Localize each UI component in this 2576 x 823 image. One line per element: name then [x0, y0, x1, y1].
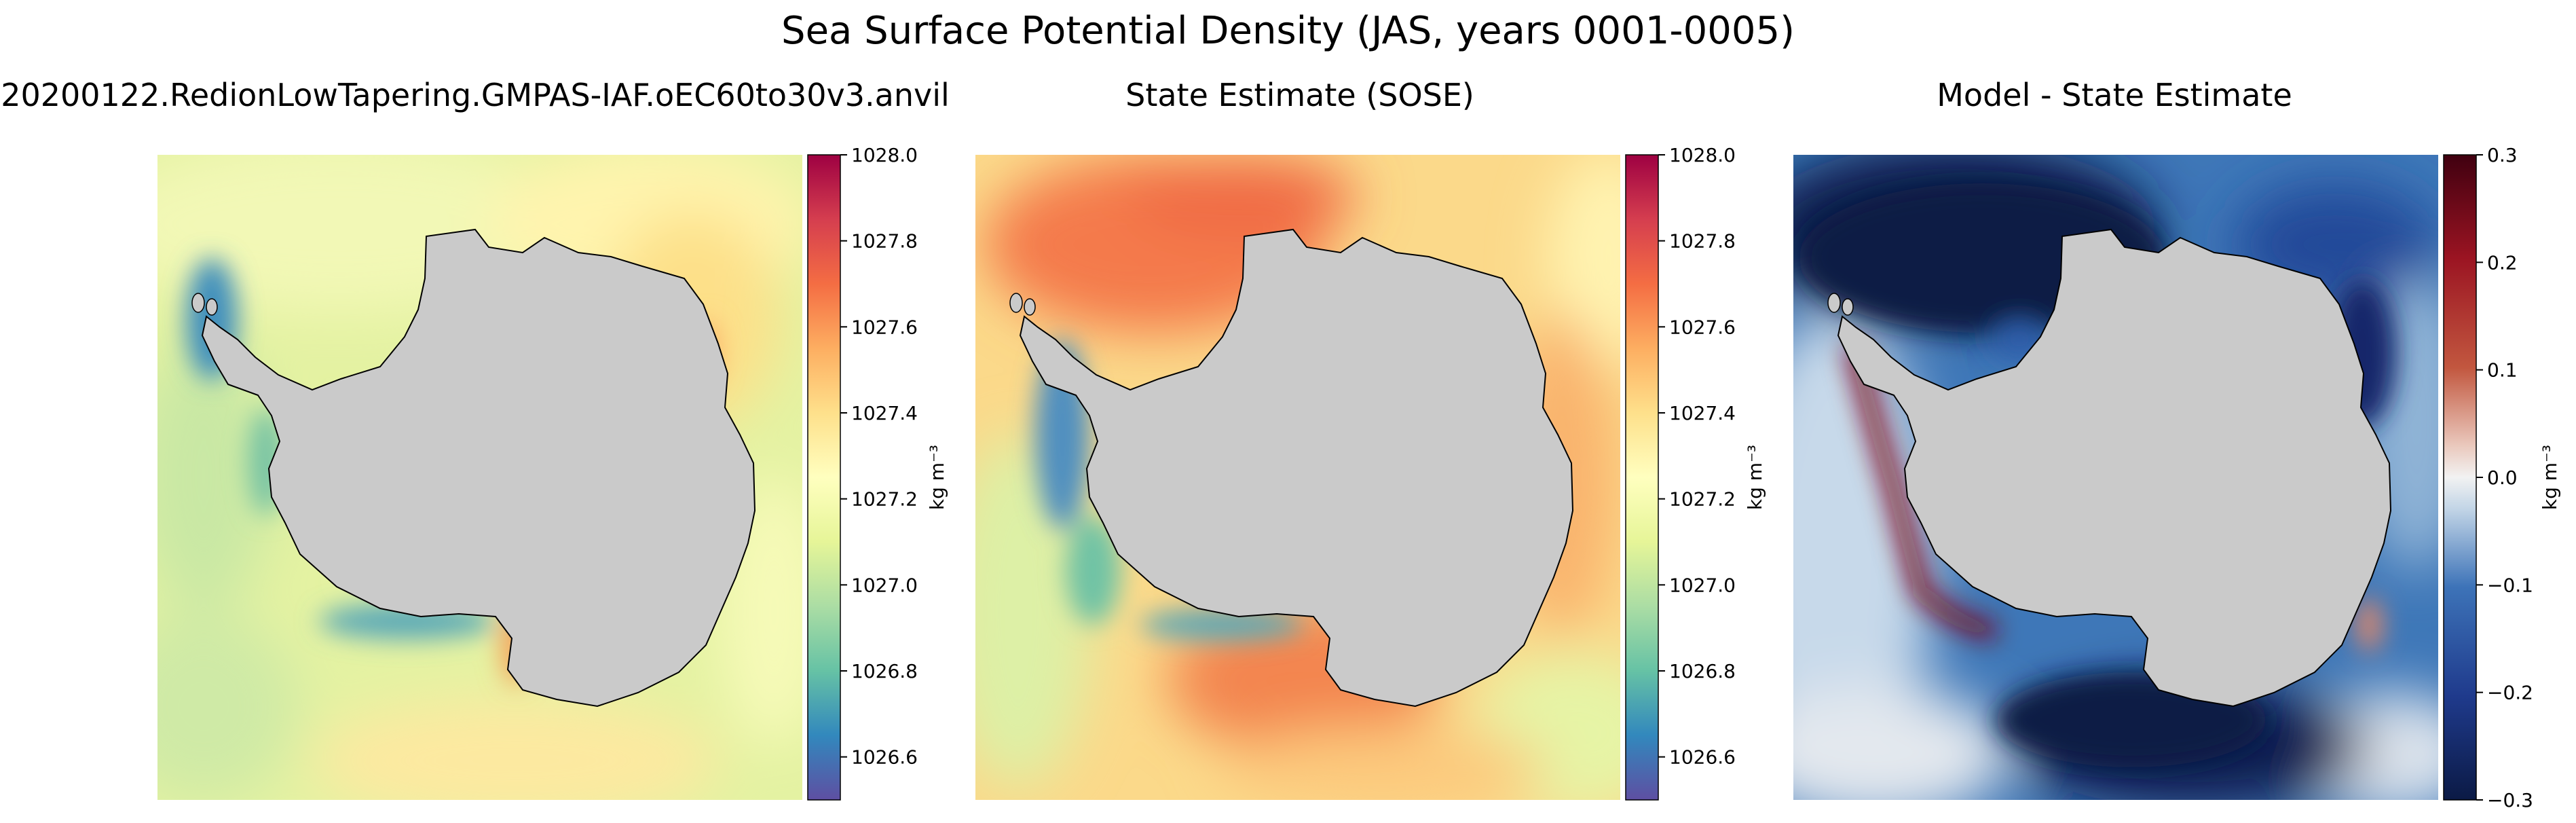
colorbar-tick-label: 1027.0 [851, 574, 918, 596]
colorbar-tick-label: 1027.4 [851, 402, 918, 424]
colorbar-tick-label: 1026.8 [1669, 660, 1736, 682]
colorbar-tick-label: −0.2 [2487, 682, 2533, 704]
map-sose [975, 155, 1620, 800]
figure-title: Sea Surface Potential Density (JAS, year… [781, 9, 1795, 53]
colorbar-tick-label: 1026.6 [851, 746, 918, 769]
colorbar-model: 1026.6 1026.8 1027.0 1027.2 1027.4 1027.6 1027… [807, 144, 948, 801]
colorbar-tick-label: 1026.6 [1669, 746, 1736, 769]
colorbar-tick-label: 0.1 [2487, 359, 2518, 382]
map-difference [1793, 155, 2438, 800]
colorbar-tick-label: 1027.6 [1669, 316, 1736, 338]
colorbar-sose: 1026.6 1026.8 1027.0 1027.2 1027.4 1027.6 1027… [1625, 144, 1766, 801]
colorbar-ticks-sose: 1026.6 1026.8 1027.0 1027.2 1027.4 1027.6 1027… [1658, 144, 1736, 769]
colorbar-ticks-difference: −0.3 −0.2 −0.1 0.0 0.1 0.2 0.3 [2476, 144, 2533, 811]
colorbar-tick-label: 1027.2 [1669, 488, 1736, 511]
colorbar-difference: −0.3 −0.2 −0.1 0.0 0.1 0.2 0.3 kg m⁻³ [2443, 144, 2561, 811]
colorbar-ticks-model: 1026.6 1026.8 1027.0 1027.2 1027.4 1027.6 1027… [840, 144, 918, 769]
colorbar-label-difference: kg m⁻³ [2539, 445, 2561, 510]
colorbar-tick-label: 0.0 [2487, 467, 2518, 489]
map-model [157, 155, 802, 800]
colorbar-tick-label: 1027.0 [1669, 574, 1736, 596]
colorbar-tick-label: −0.3 [2487, 789, 2533, 811]
panel-model: 1026.6 1026.8 1027.0 1027.2 1027.4 1027.6 1027… [157, 144, 948, 801]
panel-title-sose: State Estimate (SOSE) [1125, 77, 1474, 113]
colorbar-tick-label: 0.2 [2487, 251, 2518, 274]
colorbar-label-model: kg m⁻³ [926, 445, 948, 510]
panel-difference: −0.3 −0.2 −0.1 0.0 0.1 0.2 0.3 kg m⁻³ [1793, 144, 2561, 811]
colorbar-tick-label: 1027.8 [851, 230, 918, 253]
colorbar-tick-label: 1026.8 [851, 660, 918, 682]
panel-title-difference: Model - State Estimate [1937, 77, 2292, 113]
colorbar-tick-label: 1028.0 [851, 144, 918, 166]
colorbar-tick-label: 1027.6 [851, 316, 918, 338]
colorbar-tick-label: 1028.0 [1669, 144, 1736, 166]
colorbar-label-sose: kg m⁻³ [1744, 445, 1766, 510]
colorbar-tick-label: 1027.4 [1669, 402, 1736, 424]
colorbar-tick-label: 1027.8 [1669, 230, 1736, 253]
colorbar-tick-label: −0.1 [2487, 574, 2533, 596]
panel-sose: 1026.6 1026.8 1027.0 1027.2 1027.4 1027.6 1027… [975, 144, 1766, 801]
colorbar-tick-label: 0.3 [2487, 144, 2518, 166]
colorbar-tick-label: 1027.2 [851, 488, 918, 511]
panel-title-model: 20200122.RedionLowTapering.GMPAS-IAF.oEC… [1, 77, 950, 113]
